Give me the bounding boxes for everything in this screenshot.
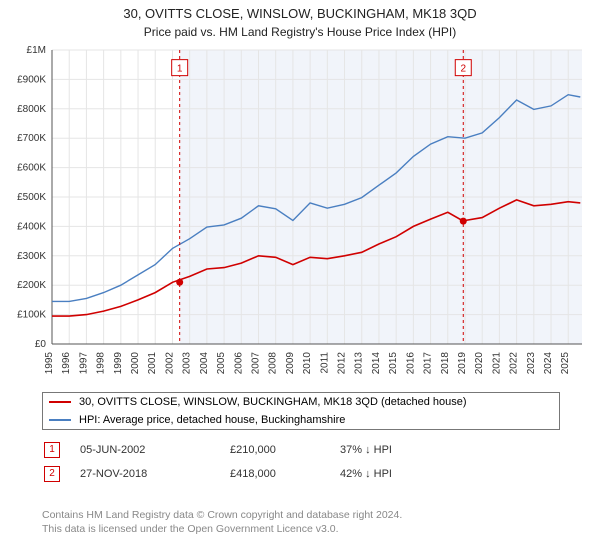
svg-text:£400K: £400K (17, 221, 46, 232)
legend-item-hpi: HPI: Average price, detached house, Buck… (43, 411, 559, 429)
svg-text:2013: 2013 (354, 352, 365, 375)
svg-text:2008: 2008 (268, 352, 279, 375)
table-row: 2 27-NOV-2018 £418,000 42% ↓ HPI (42, 462, 558, 486)
svg-text:2025: 2025 (560, 352, 571, 375)
svg-text:£500K: £500K (17, 192, 46, 203)
svg-text:2000: 2000 (130, 352, 141, 375)
svg-text:1995: 1995 (44, 352, 55, 375)
svg-text:2003: 2003 (182, 352, 193, 375)
svg-text:2021: 2021 (491, 352, 502, 375)
legend-swatch (49, 401, 71, 403)
attribution: Contains HM Land Registry data © Crown c… (42, 508, 558, 536)
svg-text:1: 1 (177, 64, 183, 75)
footer-line: Contains HM Land Registry data © Crown c… (42, 508, 558, 522)
sale-vs-hpi: 37% ↓ HPI (340, 444, 460, 456)
svg-text:2006: 2006 (233, 352, 244, 375)
sale-price: £418,000 (230, 468, 340, 480)
svg-text:1997: 1997 (78, 352, 89, 375)
legend-label: 30, OVITTS CLOSE, WINSLOW, BUCKINGHAM, M… (79, 396, 467, 408)
svg-text:2019: 2019 (457, 352, 468, 375)
legend-label: HPI: Average price, detached house, Buck… (79, 414, 345, 426)
svg-text:£800K: £800K (17, 104, 46, 115)
sales-table: 1 05-JUN-2002 £210,000 37% ↓ HPI 2 27-NO… (42, 438, 558, 486)
svg-text:2014: 2014 (371, 352, 382, 375)
svg-text:£300K: £300K (17, 251, 46, 262)
svg-text:2022: 2022 (509, 352, 520, 375)
legend: 30, OVITTS CLOSE, WINSLOW, BUCKINGHAM, M… (42, 392, 560, 430)
chart-area: £0 £100K £200K £300K £400K £500K £600K £700K £80… (10, 44, 590, 384)
svg-text:1998: 1998 (96, 352, 107, 375)
sale-price: £210,000 (230, 444, 340, 456)
svg-text:2009: 2009 (285, 352, 296, 375)
svg-text:2015: 2015 (388, 352, 399, 375)
svg-text:2010: 2010 (302, 352, 313, 375)
svg-text:£1M: £1M (27, 45, 46, 56)
svg-text:2012: 2012 (337, 352, 348, 375)
chart-title: 30, OVITTS CLOSE, WINSLOW, BUCKINGHAM, M… (0, 0, 600, 23)
svg-text:2017: 2017 (423, 352, 434, 375)
legend-swatch (49, 419, 71, 421)
svg-text:2011: 2011 (319, 352, 330, 374)
svg-text:£200K: £200K (17, 280, 46, 291)
sale-marker-icon: 1 (44, 442, 60, 458)
svg-text:2004: 2004 (199, 352, 210, 375)
sale-date: 05-JUN-2002 (80, 444, 230, 456)
sale-date: 27-NOV-2018 (80, 468, 230, 480)
svg-text:£900K: £900K (17, 74, 46, 85)
svg-text:2001: 2001 (147, 352, 158, 375)
legend-item-property: 30, OVITTS CLOSE, WINSLOW, BUCKINGHAM, M… (43, 393, 559, 411)
sale-vs-hpi: 42% ↓ HPI (340, 468, 460, 480)
table-row: 1 05-JUN-2002 £210,000 37% ↓ HPI (42, 438, 558, 462)
chart-subtitle: Price paid vs. HM Land Registry's House … (0, 23, 600, 39)
svg-text:2016: 2016 (405, 352, 416, 375)
svg-text:2: 2 (460, 64, 466, 75)
svg-text:1999: 1999 (113, 352, 124, 375)
svg-text:2005: 2005 (216, 352, 227, 375)
sale-marker-icon: 2 (44, 466, 60, 482)
chart-container: 30, OVITTS CLOSE, WINSLOW, BUCKINGHAM, M… (0, 0, 600, 560)
svg-text:£100K: £100K (17, 310, 46, 321)
svg-text:2007: 2007 (250, 352, 261, 375)
svg-text:£0: £0 (35, 339, 47, 350)
footer-line: This data is licensed under the Open Gov… (42, 522, 558, 536)
svg-text:2023: 2023 (526, 352, 537, 375)
line-chart: £0 £100K £200K £300K £400K £500K £600K £700K £80… (10, 44, 590, 384)
svg-text:£700K: £700K (17, 133, 46, 144)
svg-text:1996: 1996 (61, 352, 72, 375)
svg-text:2018: 2018 (440, 352, 451, 375)
svg-text:2002: 2002 (164, 352, 175, 375)
svg-text:£600K: £600K (17, 163, 46, 174)
svg-text:2020: 2020 (474, 352, 485, 375)
svg-text:2024: 2024 (543, 352, 554, 375)
